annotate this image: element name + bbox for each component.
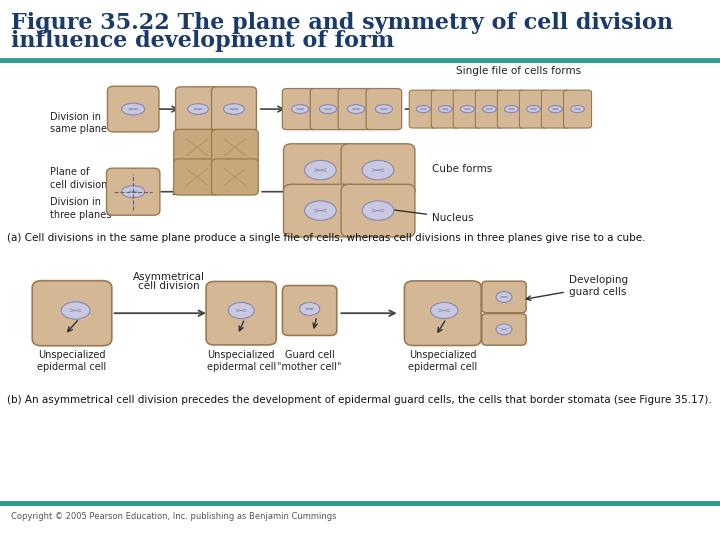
Ellipse shape: [305, 201, 336, 220]
FancyBboxPatch shape: [282, 89, 318, 130]
FancyBboxPatch shape: [341, 184, 415, 237]
FancyBboxPatch shape: [564, 90, 592, 128]
Ellipse shape: [228, 302, 254, 319]
Text: Guard cell
"mother cell": Guard cell "mother cell": [277, 350, 342, 372]
Text: (a) Cell divisions in the same plane produce a single file of cells, whereas cel: (a) Cell divisions in the same plane pro…: [7, 233, 646, 244]
Text: Cube forms: Cube forms: [432, 164, 492, 174]
Ellipse shape: [188, 104, 208, 114]
FancyBboxPatch shape: [338, 89, 374, 130]
Text: cell division: cell division: [138, 280, 200, 291]
Ellipse shape: [362, 160, 394, 180]
FancyBboxPatch shape: [212, 87, 256, 131]
FancyBboxPatch shape: [176, 87, 220, 131]
Ellipse shape: [431, 302, 458, 319]
FancyBboxPatch shape: [498, 90, 526, 128]
Text: Division in
three planes: Division in three planes: [50, 197, 112, 219]
FancyBboxPatch shape: [475, 90, 503, 128]
Ellipse shape: [549, 105, 562, 113]
Ellipse shape: [438, 105, 452, 113]
FancyBboxPatch shape: [32, 281, 112, 346]
Text: Unspecialized
epidermal cell: Unspecialized epidermal cell: [408, 350, 477, 372]
Ellipse shape: [347, 105, 364, 113]
Text: Asymmetrical: Asymmetrical: [133, 272, 205, 282]
FancyBboxPatch shape: [284, 144, 357, 197]
Ellipse shape: [461, 105, 474, 113]
Ellipse shape: [416, 105, 431, 113]
FancyBboxPatch shape: [541, 90, 570, 128]
Ellipse shape: [482, 105, 496, 113]
Text: Single file of cells forms: Single file of cells forms: [456, 65, 581, 76]
Ellipse shape: [496, 292, 512, 302]
Text: Division in
same plane: Division in same plane: [50, 112, 107, 134]
FancyBboxPatch shape: [405, 281, 481, 346]
Ellipse shape: [224, 104, 244, 114]
FancyBboxPatch shape: [284, 184, 357, 237]
FancyBboxPatch shape: [482, 281, 526, 313]
FancyBboxPatch shape: [282, 286, 337, 335]
Ellipse shape: [320, 105, 337, 113]
Text: Figure 35.22 The plane and symmetry of cell division: Figure 35.22 The plane and symmetry of c…: [11, 12, 672, 34]
Text: (b) An asymmetrical cell division precedes the development of epidermal guard ce: (b) An asymmetrical cell division preced…: [7, 395, 712, 406]
FancyBboxPatch shape: [310, 89, 346, 130]
Text: Unspecialized
epidermal cell: Unspecialized epidermal cell: [37, 350, 107, 372]
FancyBboxPatch shape: [454, 90, 482, 128]
Ellipse shape: [122, 186, 145, 198]
Ellipse shape: [526, 105, 540, 113]
Ellipse shape: [61, 302, 90, 319]
FancyBboxPatch shape: [366, 89, 402, 130]
Text: Unspecialized
epidermal cell: Unspecialized epidermal cell: [207, 350, 276, 372]
Ellipse shape: [292, 105, 309, 113]
Ellipse shape: [300, 302, 320, 315]
Text: Copyright © 2005 Pearson Education, Inc. publishing as Benjamin Cummings: Copyright © 2005 Pearson Education, Inc.…: [11, 512, 336, 521]
FancyBboxPatch shape: [431, 90, 459, 128]
Ellipse shape: [375, 105, 392, 113]
Ellipse shape: [305, 160, 336, 180]
FancyBboxPatch shape: [206, 281, 276, 345]
Text: Nucleus: Nucleus: [382, 207, 474, 222]
FancyBboxPatch shape: [212, 159, 258, 195]
Ellipse shape: [505, 105, 518, 113]
Text: Developing
guard cells: Developing guard cells: [526, 275, 628, 300]
FancyBboxPatch shape: [174, 130, 220, 166]
Ellipse shape: [496, 324, 512, 335]
Text: influence development of form: influence development of form: [11, 30, 394, 52]
FancyBboxPatch shape: [341, 144, 415, 197]
Ellipse shape: [362, 201, 394, 220]
Ellipse shape: [122, 103, 145, 115]
FancyBboxPatch shape: [519, 90, 547, 128]
FancyBboxPatch shape: [174, 159, 220, 195]
FancyBboxPatch shape: [107, 86, 159, 132]
FancyBboxPatch shape: [482, 314, 526, 345]
FancyBboxPatch shape: [212, 130, 258, 166]
Text: Plane of
cell division: Plane of cell division: [50, 167, 108, 190]
FancyBboxPatch shape: [107, 168, 160, 215]
Ellipse shape: [570, 105, 585, 113]
FancyBboxPatch shape: [409, 90, 437, 128]
